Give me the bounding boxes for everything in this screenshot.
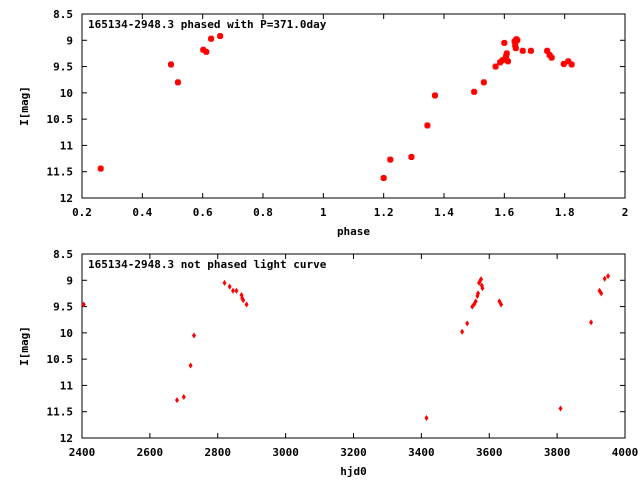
phased-data-point bbox=[208, 35, 215, 42]
phased-xtick-label: 1.8 bbox=[555, 206, 575, 219]
unphased-ytick-label: 12 bbox=[60, 432, 73, 445]
unphased-data-point bbox=[191, 332, 196, 339]
phased-data-point bbox=[424, 122, 431, 129]
unphased-xtick-label: 3400 bbox=[408, 446, 435, 459]
unphased-data-point bbox=[181, 393, 186, 400]
phased-data-point bbox=[471, 88, 478, 95]
phased-xtick-label: 1.4 bbox=[434, 206, 454, 219]
phased-xtick-label: 0.6 bbox=[193, 206, 213, 219]
unphased-xtick-label: 3200 bbox=[340, 446, 367, 459]
unphased-data-point bbox=[465, 320, 470, 327]
unphased-xtick-label: 3000 bbox=[272, 446, 299, 459]
phased-ytick-label: 9 bbox=[66, 34, 73, 47]
phased-data-point bbox=[546, 52, 553, 59]
unphased-data-point bbox=[589, 319, 594, 326]
phased-ytick-label: 8.5 bbox=[53, 8, 73, 21]
phased-ytick-label: 10.5 bbox=[47, 113, 74, 126]
phased-chart-title: 165134-2948.3 phased with P=371.0day bbox=[88, 18, 327, 31]
unphased-ytick-label: 10.5 bbox=[47, 353, 74, 366]
unphased-data-point bbox=[480, 285, 485, 292]
unphased-xtick-label: 4000 bbox=[612, 446, 639, 459]
unphased-data-point bbox=[175, 397, 180, 404]
phased-data-point bbox=[497, 59, 504, 66]
unphased-ytick-label: 9.5 bbox=[53, 301, 73, 314]
phased-data-point bbox=[380, 175, 387, 182]
phased-xtick-label: 0.2 bbox=[72, 206, 92, 219]
unphased-xtick-label: 3600 bbox=[476, 446, 503, 459]
phased-ytick-label: 11 bbox=[60, 139, 74, 152]
phased-data-point bbox=[203, 48, 210, 55]
phased-ytick-label: 12 bbox=[60, 192, 73, 205]
phased-data-point bbox=[519, 47, 526, 54]
unphased-chart-ylabel: I[mag] bbox=[18, 326, 31, 366]
phased-data-point bbox=[492, 63, 499, 70]
phased-ytick-label: 9.5 bbox=[53, 61, 73, 74]
unphased-data-point bbox=[606, 273, 611, 280]
unphased-chart-panel: 165134-2948.3 not phased light curve hjd… bbox=[18, 248, 638, 478]
unphased-data-point bbox=[476, 290, 481, 297]
phased-data-point bbox=[512, 45, 519, 52]
phased-xtick-label: 0.4 bbox=[132, 206, 152, 219]
phased-data-point bbox=[514, 37, 521, 44]
phased-data-point bbox=[200, 46, 207, 53]
unphased-xtick-label: 2800 bbox=[205, 446, 232, 459]
unphased-xtick-label: 2600 bbox=[137, 446, 164, 459]
phased-data-point bbox=[544, 47, 551, 54]
unphased-data-point bbox=[602, 275, 607, 282]
phased-chart-panel: 165134-2948.3 phased with P=371.0day pha… bbox=[18, 8, 628, 238]
phased-data-point bbox=[217, 33, 224, 40]
phased-data-point bbox=[527, 47, 534, 54]
phased-data-point bbox=[504, 58, 511, 65]
phased-data-point bbox=[97, 165, 104, 172]
unphased-data-point bbox=[499, 301, 504, 308]
phased-data-point bbox=[565, 58, 572, 65]
phased-data-point bbox=[548, 54, 555, 61]
unphased-ytick-label: 10 bbox=[60, 327, 73, 340]
phased-xtick-label: 1.2 bbox=[374, 206, 394, 219]
unphased-data-point bbox=[244, 301, 249, 308]
unphased-ytick-label: 8.5 bbox=[53, 248, 73, 261]
phased-chart-ylabel: I[mag] bbox=[18, 86, 31, 126]
unphased-data-point bbox=[599, 290, 604, 297]
phased-xtick-label: 2 bbox=[622, 206, 629, 219]
phased-data-point bbox=[408, 153, 415, 160]
phased-data-point bbox=[174, 79, 181, 86]
phased-data-point bbox=[560, 60, 567, 67]
unphased-data-point bbox=[234, 287, 239, 294]
phased-data-point bbox=[503, 50, 510, 57]
unphased-data-point bbox=[188, 362, 193, 369]
unphased-data-point bbox=[558, 405, 563, 412]
unphased-ytick-label: 11 bbox=[60, 379, 74, 392]
unphased-data-point bbox=[460, 328, 465, 335]
phased-plot-frame bbox=[81, 13, 626, 199]
phased-data-point bbox=[568, 61, 575, 68]
unphased-data-point bbox=[222, 279, 227, 286]
phased-data-point bbox=[387, 156, 394, 163]
phased-data-point bbox=[501, 39, 508, 46]
unphased-chart-title: 165134-2948.3 not phased light curve bbox=[88, 258, 327, 271]
unphased-xtick-label: 3800 bbox=[544, 446, 571, 459]
unphased-xtick-label: 2400 bbox=[69, 446, 96, 459]
phased-xtick-label: 1 bbox=[320, 206, 327, 219]
phased-chart-xlabel: phase bbox=[337, 225, 370, 238]
unphased-chart-xlabel: hjd0 bbox=[340, 465, 367, 478]
unphased-ytick-label: 11.5 bbox=[47, 406, 74, 419]
phased-ytick-label: 11.5 bbox=[47, 166, 74, 179]
phased-xtick-label: 1.6 bbox=[494, 206, 514, 219]
unphased-data-point bbox=[473, 298, 478, 305]
unphased-ytick-label: 9 bbox=[66, 274, 73, 287]
unphased-data-point bbox=[479, 276, 484, 283]
unphased-data-point bbox=[231, 287, 236, 294]
unphased-data-point bbox=[227, 283, 232, 290]
phased-data-point bbox=[167, 61, 174, 68]
phased-data-point bbox=[480, 79, 487, 86]
phased-ytick-label: 10 bbox=[60, 87, 73, 100]
unphased-data-point bbox=[424, 415, 429, 422]
phased-xtick-label: 0.8 bbox=[253, 206, 273, 219]
unphased-data-point bbox=[241, 297, 246, 304]
unphased-data-point bbox=[81, 301, 86, 308]
phased-data-point bbox=[431, 92, 438, 99]
